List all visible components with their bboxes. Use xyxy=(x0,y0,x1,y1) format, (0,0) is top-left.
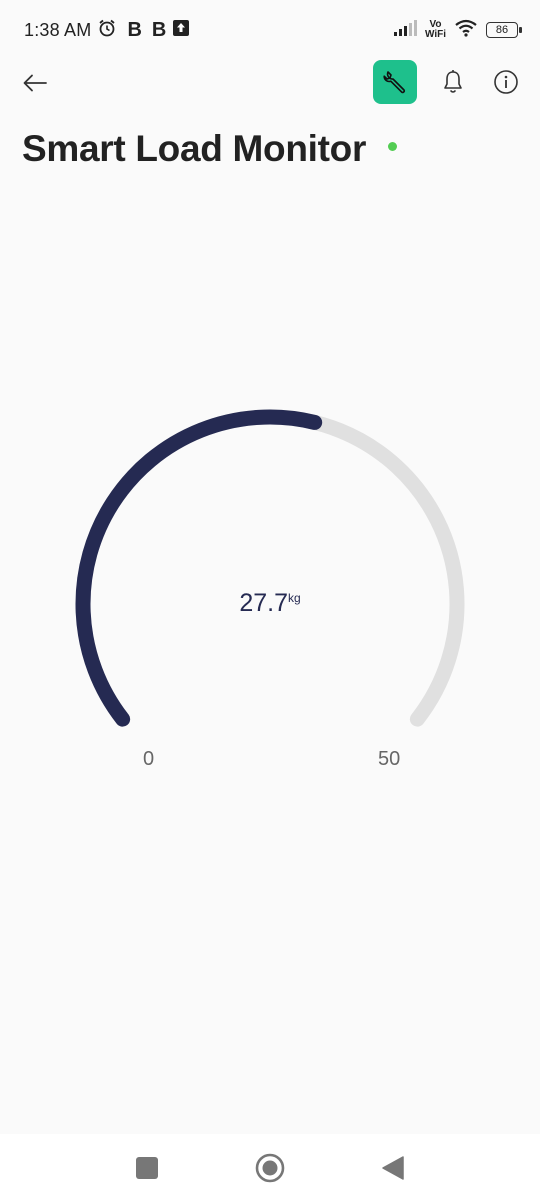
triangle-back-icon[interactable] xyxy=(381,1155,405,1181)
battery-indicator: 86 xyxy=(486,22,522,38)
info-button[interactable] xyxy=(492,68,520,96)
status-app-b1: B xyxy=(127,18,142,41)
status-bar: 1:38 AM B B V xyxy=(0,0,540,60)
vowifi-indicator: Vo WiFi xyxy=(425,20,446,40)
wifi-icon xyxy=(454,19,478,42)
upload-icon xyxy=(172,19,190,42)
gauge-value-number: 27.7 xyxy=(239,589,288,617)
gauge-min-label: 0 xyxy=(143,748,155,770)
wrench-icon xyxy=(383,71,406,94)
title-row: Smart Load Monitor xyxy=(22,128,398,170)
notifications-button[interactable] xyxy=(438,66,468,98)
bell-icon xyxy=(444,70,462,93)
app-header xyxy=(0,58,540,106)
page-title: Smart Load Monitor xyxy=(22,128,367,169)
vowifi-bottom: WiFi xyxy=(424,29,446,40)
settings-button[interactable] xyxy=(373,60,417,104)
alarm-icon xyxy=(97,18,117,43)
online-status-dot xyxy=(388,141,398,151)
status-time: 1:38 AM xyxy=(24,19,92,40)
status-right: Vo WiFi 86 xyxy=(393,19,522,42)
gauge-fill xyxy=(75,409,323,727)
square-icon[interactable] xyxy=(136,1157,158,1179)
arrow-left-icon xyxy=(23,74,47,92)
info-icon xyxy=(494,70,518,94)
signal-icon xyxy=(393,19,417,41)
vowifi-top: Vo xyxy=(429,19,442,30)
system-nav-bar xyxy=(0,1134,540,1200)
gauge-value: 27.7kg xyxy=(0,589,540,618)
status-left: 1:38 AM B B xyxy=(24,18,190,43)
gauge-max-label: 50 xyxy=(378,748,401,770)
gauge-value-unit: kg xyxy=(287,591,301,605)
load-gauge xyxy=(75,409,465,727)
back-button[interactable] xyxy=(18,66,52,100)
status-app-b2: B xyxy=(151,18,167,41)
circle-icon[interactable] xyxy=(255,1153,285,1183)
